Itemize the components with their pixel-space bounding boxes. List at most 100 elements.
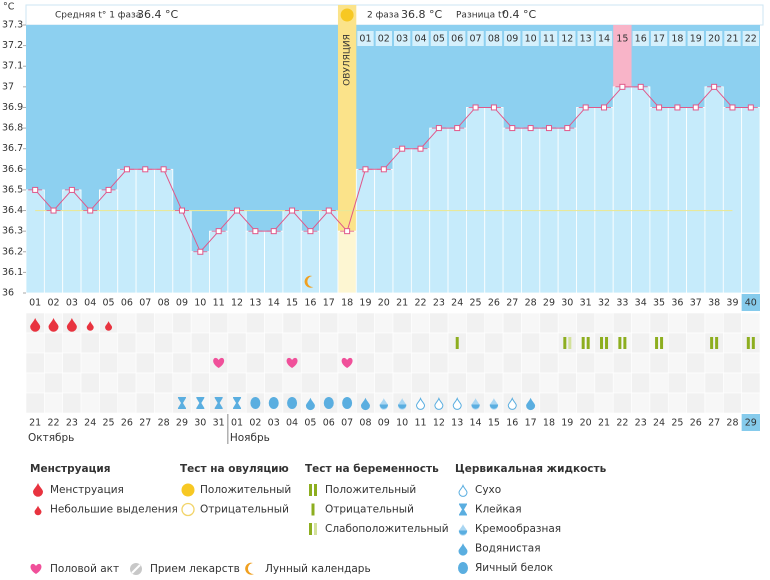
grid-cell (374, 332, 394, 354)
month: Ноябрь (230, 432, 270, 444)
x-tick-label: 26 (488, 298, 500, 309)
phase2-day-box (394, 31, 411, 46)
y-tick-label: 36.1 (2, 267, 23, 278)
x-tick-label: 08 (158, 298, 170, 309)
point (380, 166, 387, 173)
grid-cell (649, 372, 669, 394)
point (344, 228, 351, 235)
grid-cell (264, 352, 284, 374)
point (435, 125, 442, 132)
moon-icon (245, 562, 254, 575)
grid-cell (25, 392, 45, 414)
bar (374, 168, 394, 294)
grid-cell (594, 312, 614, 334)
point (325, 207, 332, 214)
grid-cell (722, 332, 742, 354)
legend-label: Отрицательный (200, 504, 289, 516)
phase2-day: 18 (671, 34, 683, 45)
x-tick-label: 03 (66, 298, 78, 309)
grid-cell (209, 312, 229, 334)
x-tick-label: 19 (359, 298, 371, 309)
legend-title: Тест на беременность (305, 463, 439, 475)
bar (612, 86, 632, 294)
date: 22 (616, 418, 628, 429)
grid-cell (741, 352, 761, 374)
grid-cell (521, 352, 541, 374)
grid-cell (741, 312, 761, 334)
pregnancy-test-icon (600, 337, 604, 349)
legend: Менструация Менструация Небольшие выделени… (30, 463, 607, 575)
y-tick-label: 36.4 (2, 205, 23, 216)
grid-cell (594, 352, 614, 374)
month: Октябрь (28, 432, 74, 444)
point (32, 186, 39, 193)
pregnancy-test-icon (618, 337, 622, 349)
grid-cell (44, 352, 63, 374)
today-box (741, 294, 760, 311)
grid-cell (319, 372, 339, 394)
point (454, 125, 461, 132)
bar (227, 210, 247, 294)
grid-cell (117, 332, 137, 354)
bar (25, 189, 45, 294)
legend-label: Кремообразная (475, 523, 561, 535)
bar (576, 107, 596, 294)
pregnancy-test-icon (455, 337, 459, 349)
x-tick-label: 04 (84, 298, 96, 309)
menstruation-icon (30, 318, 41, 332)
grid-cell (99, 352, 119, 374)
x-tick-label: 30 (561, 298, 573, 309)
grid-cell (741, 392, 761, 414)
legend-label: Прием лекарств (150, 563, 240, 575)
moon-icon (304, 275, 314, 288)
pregnancy-test-icon (311, 503, 315, 516)
grid-cell (557, 372, 577, 394)
point (142, 166, 149, 173)
point (509, 125, 516, 132)
grid-cell (227, 332, 247, 354)
pregnancy-test-icon (568, 337, 572, 349)
x-tick-label: 10 (194, 298, 206, 309)
pregnancy-test-icon (715, 337, 719, 349)
grid-cell (117, 312, 137, 334)
date: 02 (249, 418, 261, 429)
phase2-day: 03 (396, 34, 408, 45)
menstruation-icon (33, 483, 43, 497)
grid-cell (612, 352, 632, 374)
date: 04 (286, 418, 298, 429)
point (197, 248, 204, 255)
grid-cell (44, 332, 63, 354)
grid-cell (337, 372, 357, 394)
menstruation-icon (48, 318, 59, 332)
date: 27 (139, 418, 151, 429)
grid-cell (722, 372, 742, 394)
spotting-icon (86, 321, 94, 331)
x-tick-label: 35 (653, 298, 665, 309)
date: 21 (598, 418, 610, 429)
x-tick-label: 11 (213, 298, 225, 309)
point (674, 104, 681, 111)
grid-cell (631, 352, 651, 374)
grid-cell (667, 372, 687, 394)
date: 31 (213, 418, 225, 429)
grid-cell (686, 352, 706, 374)
x-tick-label: 13 (249, 298, 261, 309)
grid-cell (411, 312, 431, 334)
grid-cell (447, 312, 467, 334)
pregnancy-test-icon (314, 484, 317, 496)
date: 07 (341, 418, 353, 429)
phase2-day-box (614, 31, 631, 46)
phase2-day-box (705, 31, 723, 46)
phase2-day-box (559, 31, 576, 46)
grid-cell (80, 372, 100, 394)
grid-cell (521, 332, 541, 354)
legend-label: Менструация (50, 484, 124, 496)
grid-cell (227, 372, 247, 394)
grid-cell (300, 372, 320, 394)
fluid-icon (342, 397, 353, 409)
bar (300, 230, 321, 294)
grid-cell (557, 352, 577, 374)
x-tick-label: 28 (525, 298, 537, 309)
grid-cell (44, 392, 63, 414)
